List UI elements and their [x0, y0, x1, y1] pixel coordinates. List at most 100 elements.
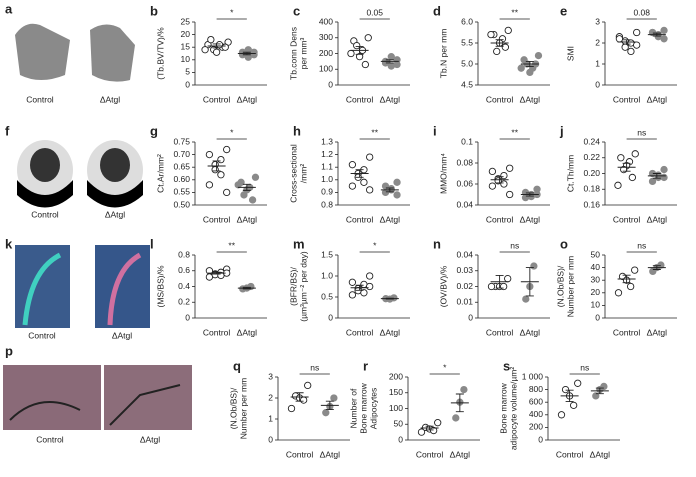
y-axis-label: per mm³ — [298, 38, 308, 70]
error-bar — [525, 61, 534, 67]
error-bar — [385, 297, 394, 300]
y-tick-label: 30 — [591, 274, 601, 284]
y-tick-label: 0.24 — [583, 136, 600, 146]
y-tick-label: 10 — [591, 300, 601, 310]
panel-letter: l — [150, 236, 154, 251]
error-bar — [622, 274, 631, 284]
data-point — [460, 385, 468, 394]
x-tick-label: ΔAtgl — [380, 327, 400, 337]
data-point — [205, 273, 214, 281]
data-point — [506, 164, 514, 172]
image-a — [15, 23, 135, 82]
x-tick-label: ΔAtgl — [647, 214, 667, 224]
data-point — [660, 173, 668, 182]
y-tick-label: 0 — [328, 79, 333, 89]
x-tick-label: Control — [613, 214, 641, 224]
y-tick-label: 1 000 — [522, 371, 544, 381]
panel-letter: d — [433, 3, 441, 18]
y-axis-label: (MS/BS)/% — [155, 265, 165, 307]
y-tick-label: 400 — [529, 409, 543, 419]
y-tick-label: 200 — [319, 48, 333, 58]
y-axis-label: Bone marrow — [358, 382, 368, 433]
y-tick-label: 5.0 — [461, 58, 473, 68]
data-point — [557, 411, 566, 419]
data-point — [211, 166, 219, 174]
y-tick-label: 0.18 — [583, 184, 600, 194]
image-label: ΔAtgl — [100, 94, 120, 104]
y-tick-label: 1.5 — [321, 249, 333, 259]
panel-letter: s — [503, 358, 510, 373]
y-axis-label: (BFR/BS)/ — [288, 267, 298, 306]
data-point — [361, 60, 370, 69]
y-tick-label: 0 — [538, 434, 543, 444]
panel-letter: n — [433, 236, 441, 251]
y-tick-label: 0.04 — [456, 249, 473, 259]
y-axis-label: MMO/mm⁴ — [438, 153, 448, 194]
x-tick-label: ΔAtgl — [647, 327, 667, 337]
data-point — [393, 178, 401, 186]
panel-letter: b — [150, 3, 158, 18]
data-point — [417, 428, 426, 436]
y-tick-label: 3 — [595, 16, 600, 26]
y-tick-label: 0.04 — [456, 199, 473, 209]
data-point — [500, 180, 508, 188]
y-tick-label: 0.5 — [321, 291, 333, 301]
error-bar — [652, 173, 661, 179]
data-point — [248, 196, 257, 204]
y-tick-label: 0.08 — [456, 157, 473, 167]
panel-letter: f — [5, 123, 10, 138]
data-point — [366, 153, 374, 161]
y-tick-label: 0.22 — [583, 152, 600, 162]
x-tick-label: ΔAtgl — [380, 214, 400, 224]
significance-label: ns — [510, 240, 519, 250]
y-tick-label: 0.70 — [173, 149, 190, 159]
x-tick-label: ΔAtgl — [237, 94, 257, 104]
error-bar — [295, 392, 304, 402]
data-point — [621, 43, 629, 51]
significance-label: ** — [511, 7, 518, 17]
data-point — [614, 181, 622, 189]
y-tick-label: 20 — [181, 29, 191, 39]
data-point — [240, 191, 248, 199]
data-point — [452, 414, 460, 422]
y-tick-label: 0 — [398, 434, 403, 444]
y-tick-label: 4.5 — [461, 79, 473, 89]
error-bar — [595, 387, 604, 395]
x-tick-label: ΔAtgl — [320, 449, 340, 459]
y-tick-label: 0.8 — [321, 199, 333, 209]
data-point — [628, 173, 637, 182]
error-bar — [455, 393, 464, 413]
y-axis-label: Tb.N per mm — [438, 29, 448, 79]
y-tick-label: 200 — [389, 371, 403, 381]
data-point — [251, 173, 260, 181]
error-bar — [212, 271, 221, 275]
image-label: ΔAtgl — [112, 330, 132, 340]
data-point — [360, 178, 368, 186]
data-point — [387, 53, 395, 61]
y-tick-label: 100 — [389, 403, 403, 413]
data-point — [348, 182, 357, 190]
significance-label: ** — [371, 127, 378, 137]
y-tick-label: 0.06 — [456, 178, 473, 188]
y-axis-label: (N.Ob/BS)/ — [228, 387, 238, 429]
error-bar — [355, 284, 364, 291]
y-tick-label: 50 — [591, 249, 601, 259]
x-tick-label: ΔAtgl — [450, 449, 470, 459]
y-axis-label: Cross-sectional — [288, 144, 298, 203]
data-point — [322, 409, 330, 417]
data-point — [633, 41, 641, 49]
data-point — [500, 171, 508, 180]
x-tick-label: Control — [286, 449, 314, 459]
y-axis-label: (OV/BV)/% — [438, 265, 448, 307]
y-axis-label: Number of — [348, 388, 358, 428]
data-point — [526, 68, 534, 77]
data-point — [574, 379, 582, 387]
error-bar — [355, 169, 364, 178]
data-point — [429, 426, 438, 435]
data-point — [207, 35, 215, 44]
significance-label: ** — [511, 127, 518, 137]
image-label: ΔAtgl — [140, 434, 160, 444]
data-point — [660, 35, 668, 43]
data-point — [534, 51, 543, 60]
